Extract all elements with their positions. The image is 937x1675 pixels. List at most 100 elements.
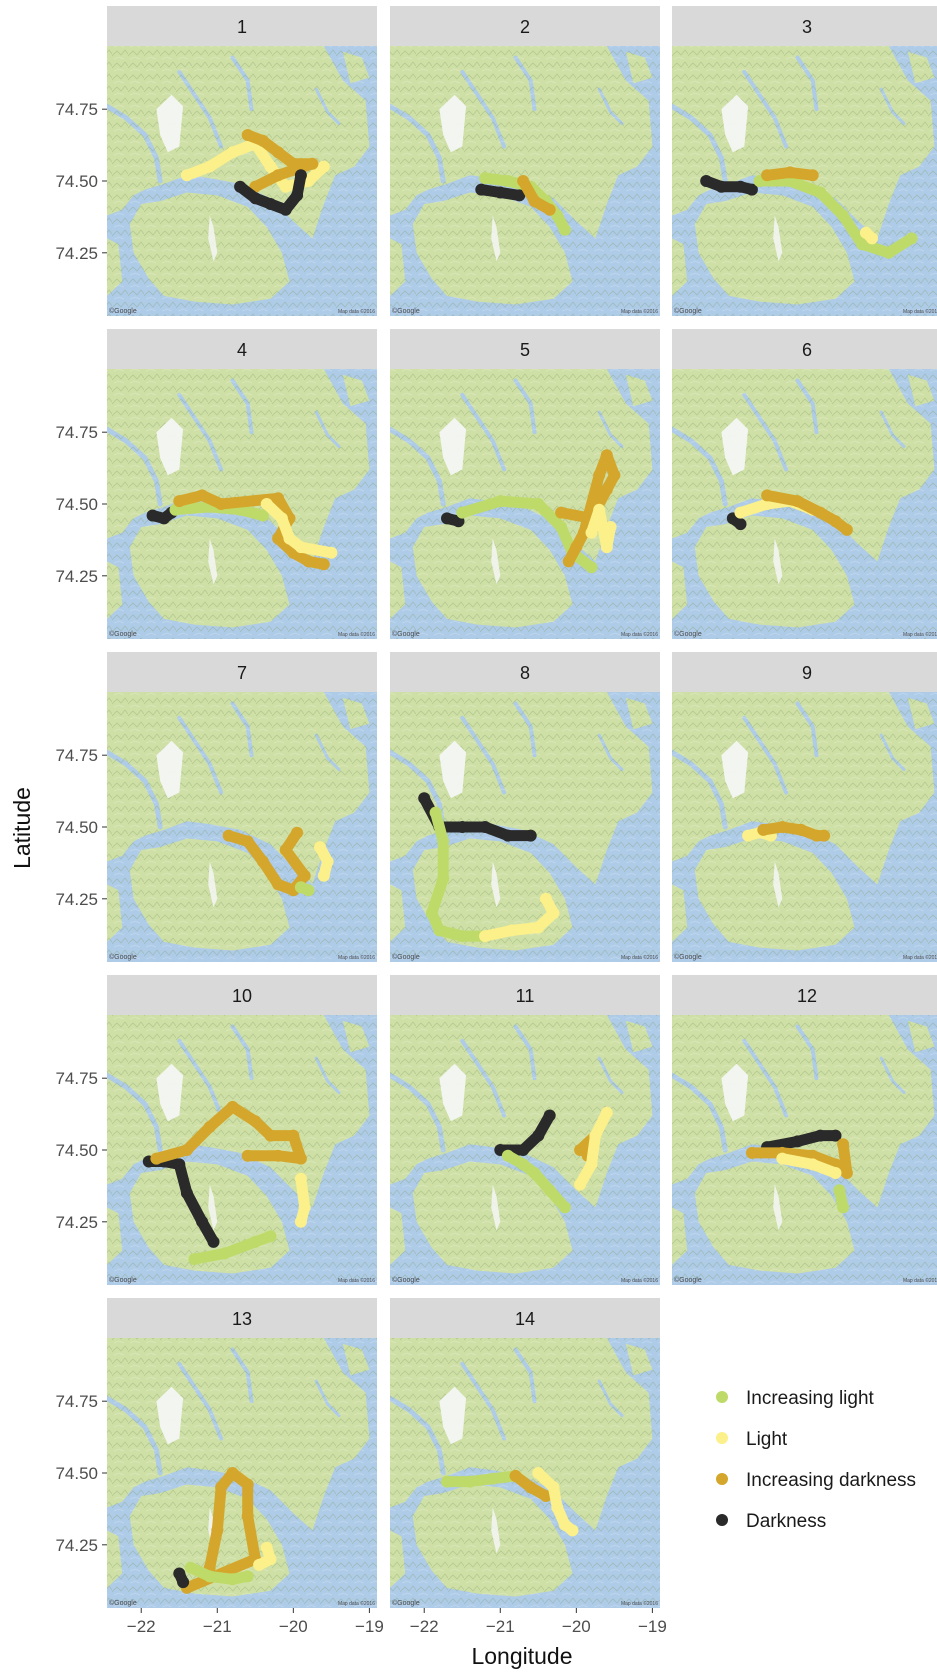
- track-point: [298, 869, 311, 882]
- track-point: [275, 512, 288, 525]
- glacier-area: [208, 861, 218, 908]
- map-attribution-left: ©Google: [392, 630, 420, 638]
- track-point: [264, 1230, 277, 1243]
- track-point: [234, 180, 247, 193]
- facet-strip: [107, 652, 377, 692]
- legend-label: Darkness: [746, 1511, 826, 1532]
- animal-tracks: [173, 1467, 277, 1594]
- track-point: [539, 892, 552, 905]
- map-attribution-right: Map data ©2016: [338, 631, 375, 638]
- legend: Increasing light Light Increasing darkness…: [716, 1388, 916, 1532]
- y-tick-label: 74.50: [55, 495, 98, 514]
- track-point: [791, 1135, 804, 1148]
- track-point: [761, 489, 774, 502]
- y-tick-label: 74.75: [55, 423, 98, 442]
- facet-strip: [107, 975, 377, 1015]
- facet-strip: [107, 6, 377, 46]
- track-point: [501, 1149, 514, 1162]
- track-point: [188, 1253, 201, 1266]
- track-point: [226, 1100, 239, 1113]
- x-tick-label: −22: [127, 1617, 156, 1636]
- track-point: [437, 872, 450, 885]
- facet-panel: 4 ©Google Map data ©2016: [107, 329, 377, 639]
- track-point: [418, 792, 431, 805]
- glacier-area: [773, 1184, 783, 1231]
- animal-tracks: [180, 129, 330, 216]
- facet-label: 13: [232, 1309, 252, 1329]
- track-point: [456, 930, 469, 943]
- animal-tracks: [418, 792, 560, 943]
- track-point: [905, 232, 918, 245]
- track-point: [524, 829, 537, 842]
- glacier-area: [721, 1063, 749, 1122]
- track-point: [814, 506, 827, 519]
- track-point: [866, 232, 878, 245]
- track-point: [562, 555, 575, 568]
- map-attribution-right: Map data ©2016: [621, 954, 658, 961]
- track-point: [570, 541, 583, 554]
- glacier-area: [156, 94, 184, 153]
- panels-layer: 1 ©Google Map data ©2016 2 ©Google Map data ©…: [107, 6, 937, 1608]
- glacier-area: [156, 1063, 184, 1122]
- map-attribution-left: ©Google: [109, 953, 137, 961]
- track-point: [441, 512, 453, 525]
- x-tick-label: −19: [638, 1617, 667, 1636]
- track-point: [547, 1481, 560, 1494]
- track-point: [302, 555, 315, 568]
- basemap: ©Google Map data ©2016: [672, 692, 937, 962]
- track-point: [272, 492, 285, 505]
- track-point: [882, 246, 895, 259]
- map-attribution-left: ©Google: [392, 1276, 420, 1284]
- track-point: [425, 907, 438, 920]
- terrain-shading: [390, 1338, 660, 1608]
- track-point: [543, 1184, 556, 1197]
- track-point: [837, 1138, 850, 1151]
- track-point: [241, 835, 254, 848]
- track-point: [264, 1553, 277, 1566]
- track-point: [253, 1558, 266, 1571]
- animal-tracks: [700, 166, 918, 259]
- track-point: [532, 498, 545, 510]
- animal-tracks: [441, 1467, 579, 1537]
- track-point: [272, 146, 285, 159]
- track-point: [600, 449, 613, 462]
- facet-label: 10: [232, 986, 252, 1006]
- map-attribution-right: Map data ©2016: [338, 954, 375, 961]
- track-point: [173, 495, 186, 508]
- x-axis-label: Longitude: [471, 1643, 572, 1669]
- facet-label: 8: [520, 663, 530, 683]
- track-point: [837, 209, 850, 222]
- facet-label: 1: [237, 17, 247, 37]
- facet-label: 12: [797, 986, 817, 1006]
- x-tick-label: −19: [355, 1617, 384, 1636]
- track-point: [479, 930, 492, 943]
- track-point: [776, 1152, 789, 1165]
- facet-label: 4: [237, 340, 247, 360]
- track-point: [218, 1247, 231, 1260]
- y-tick-label: 74.25: [55, 890, 98, 909]
- facet-strip: [107, 1298, 377, 1338]
- track-point: [700, 175, 713, 187]
- track-point: [593, 503, 606, 516]
- track-point: [840, 523, 853, 536]
- track-point: [734, 506, 747, 519]
- track-point: [547, 907, 560, 920]
- track-point: [501, 829, 514, 842]
- facet-panel: 10 ©Google Map data ©2016: [107, 975, 377, 1285]
- facet-strip: [672, 975, 937, 1015]
- animal-tracks: [142, 1100, 311, 1266]
- facet-strip: [390, 1298, 660, 1338]
- facet-label: 9: [802, 663, 812, 683]
- facet-strip: [390, 975, 660, 1015]
- legend-label: Increasing light: [746, 1388, 875, 1409]
- track-point: [757, 823, 770, 836]
- track-point: [196, 489, 209, 502]
- track-point: [184, 1561, 197, 1574]
- track-point: [226, 1573, 239, 1586]
- y-tick-label: 74.25: [55, 1536, 98, 1555]
- track-point: [829, 1129, 842, 1142]
- animal-tracks: [494, 1106, 613, 1214]
- track-point: [532, 1129, 545, 1142]
- track-point: [829, 515, 842, 528]
